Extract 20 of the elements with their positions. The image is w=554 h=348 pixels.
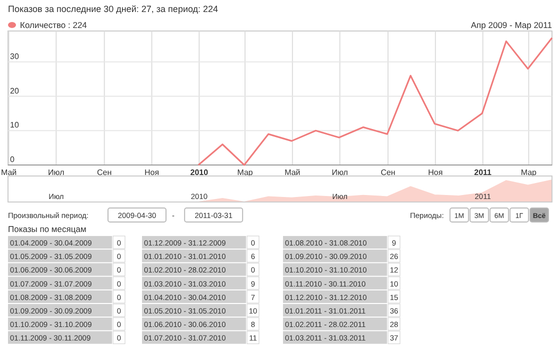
y-tick-label: 10: [10, 120, 20, 130]
x-tick-label: Июл: [48, 168, 65, 177]
y-tick-label: 0: [10, 155, 15, 164]
x-tick-label: Сен: [380, 168, 396, 177]
chart-title: Показов за последние 30 дней: 27, за период: 224: [8, 4, 218, 14]
x-tick-label: 2011: [474, 168, 492, 177]
x-tick-label: Сен: [97, 168, 112, 177]
text: Показы по месяцам: [8, 224, 86, 234]
x-tick-label: Май: [0, 168, 17, 177]
x-tick-label: Июл: [332, 168, 348, 177]
x-tick-label: Мар: [237, 168, 254, 177]
x-tick-label: Мар: [520, 168, 538, 177]
chart-subtitle: Апр 2009 - Мар 2011: [470, 20, 552, 30]
x-tick-label: Ноя: [144, 168, 160, 177]
legend-label: Количество : 224: [20, 20, 88, 30]
y-tick-label: 20: [10, 86, 20, 96]
x-tick-label: 2010: [190, 168, 209, 177]
y-tick-label: 30: [10, 52, 20, 61]
x-tick-label: Май: [284, 168, 300, 177]
x-tick-label: Ноя: [428, 168, 443, 177]
